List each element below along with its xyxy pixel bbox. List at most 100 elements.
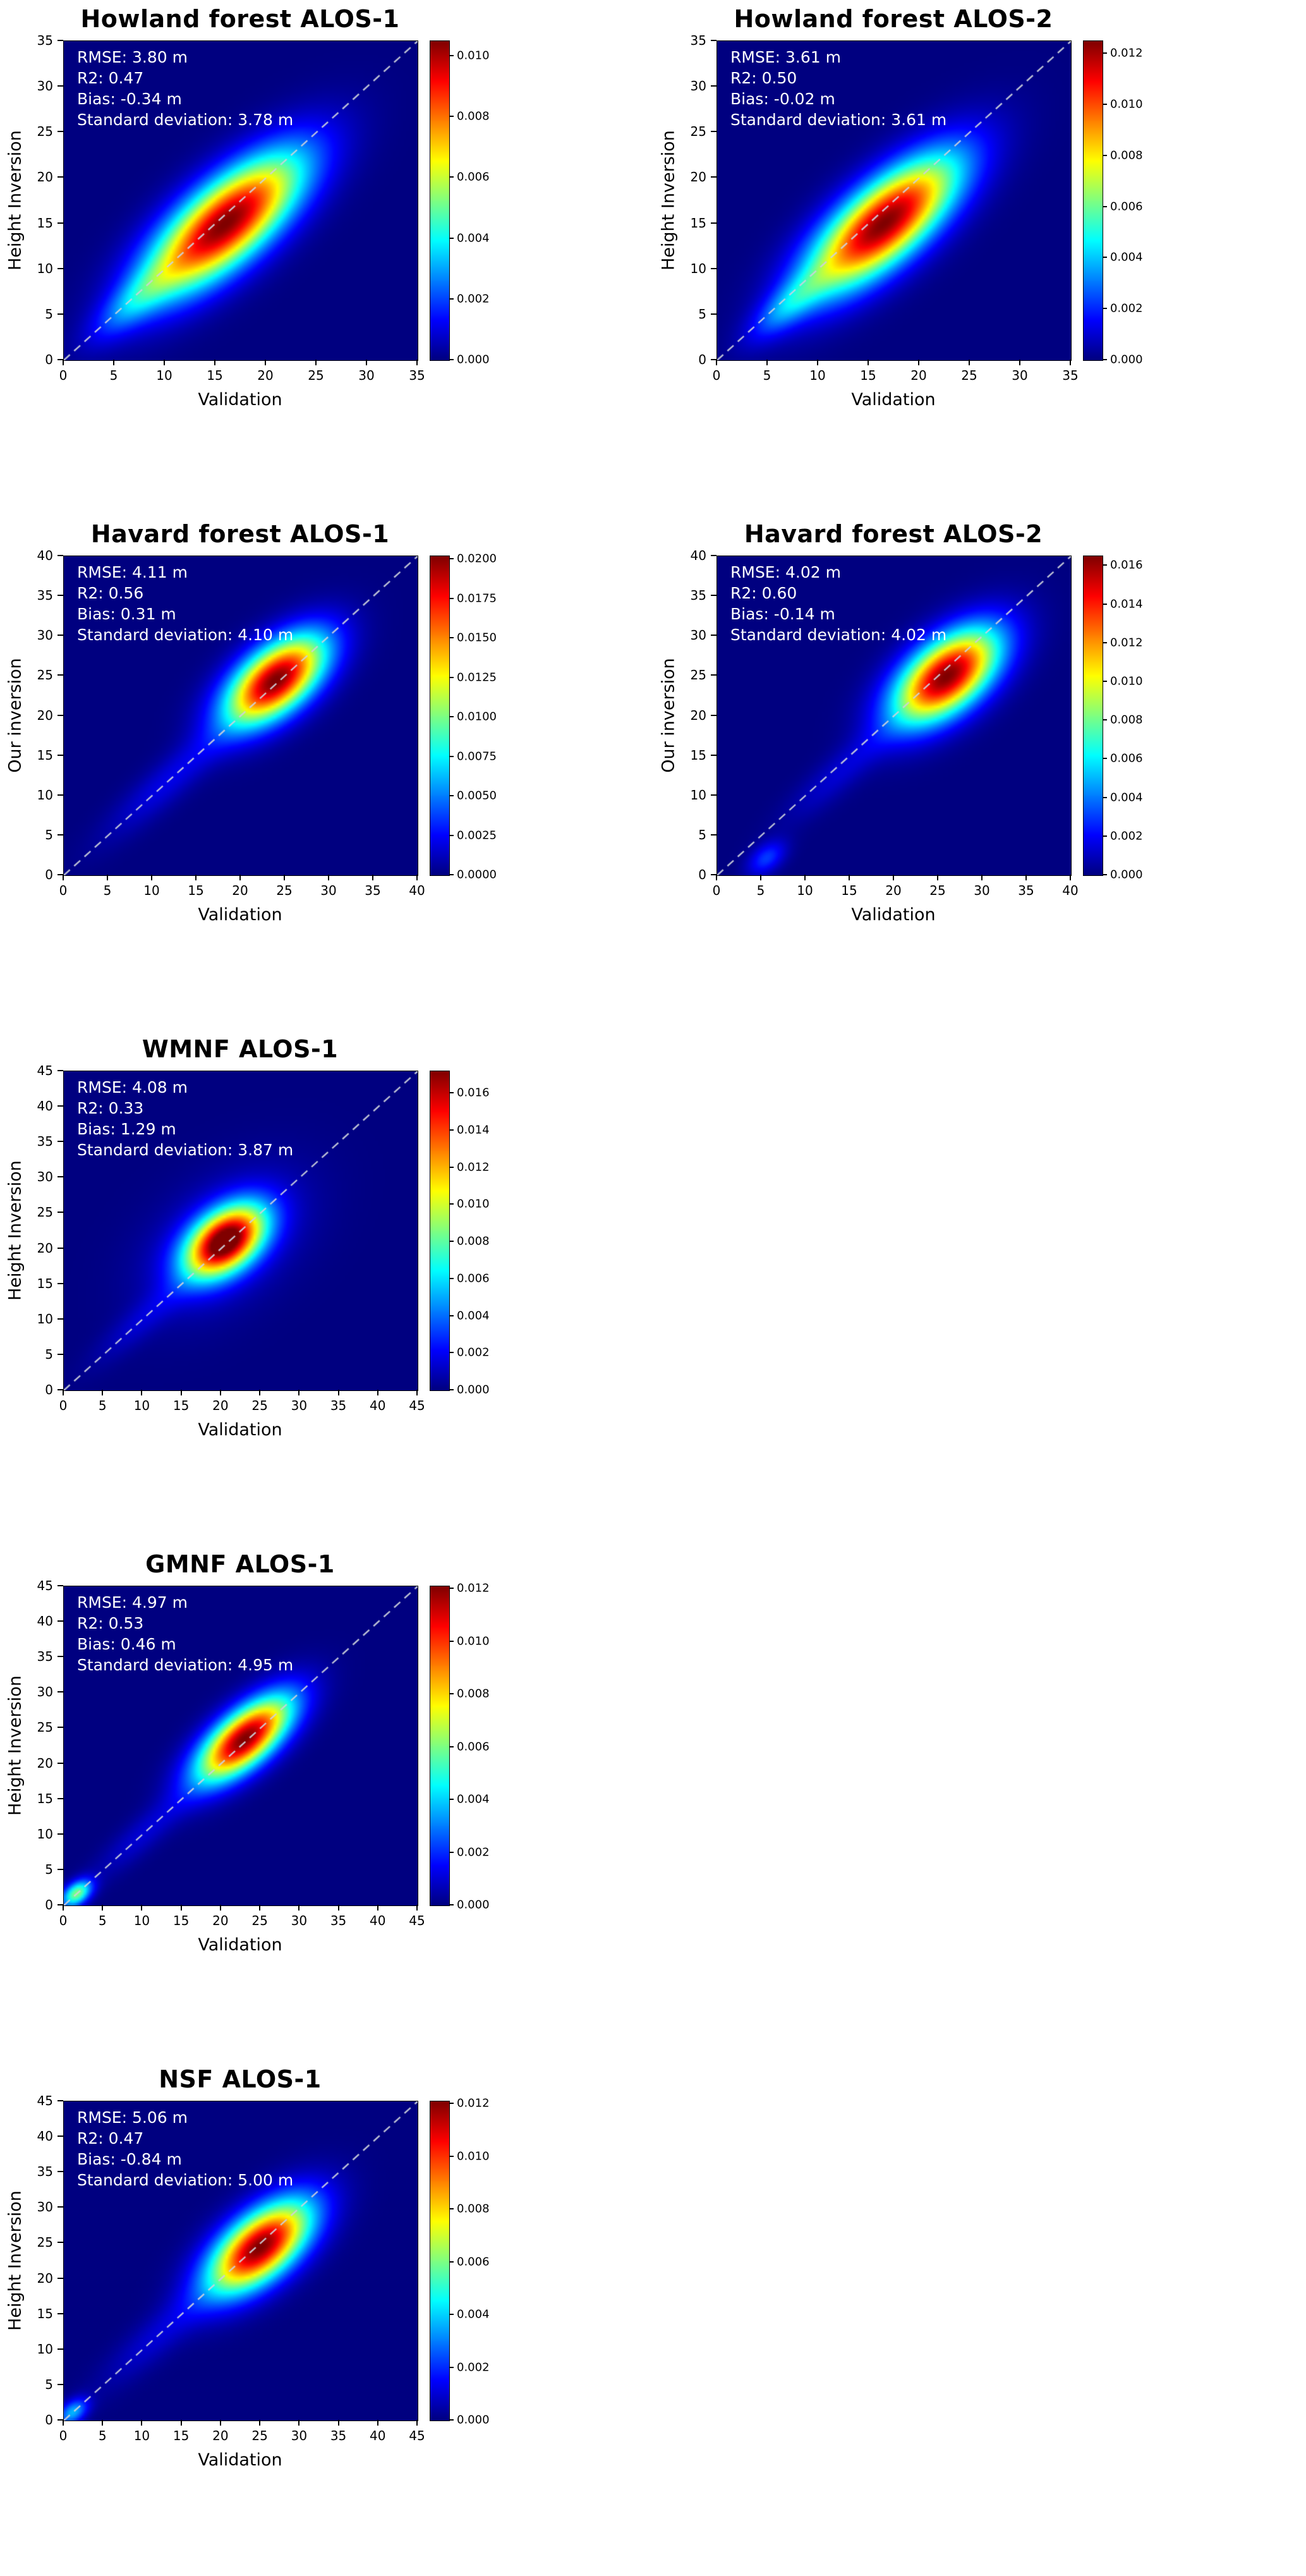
colorbar-tick-mark: [1103, 758, 1107, 760]
stats-line: Standard deviation: 4.95 m: [77, 1656, 294, 1674]
y-tick-label: 30: [37, 78, 53, 94]
colorbar: [1083, 556, 1103, 876]
y-tick-mark: [57, 1282, 63, 1284]
y-tick-mark: [57, 1212, 63, 1213]
y-tick-label: 15: [690, 747, 706, 763]
y-tick-mark: [57, 1070, 63, 1071]
y-tick-label: 20: [37, 707, 53, 723]
colorbar-tick-mark: [449, 1166, 454, 1168]
x-tick-label: 30: [1012, 368, 1028, 383]
colorbar-tick-mark: [449, 2103, 454, 2105]
x-tick-label: 30: [291, 2428, 308, 2443]
y-tick-label: 25: [37, 667, 53, 683]
stats-line: RMSE: 5.06 m: [77, 2108, 188, 2127]
stats-text-block: RMSE: 4.02 m R2: 0.60 Bias: -0.14 m Standar…: [730, 562, 946, 645]
colorbar-tick-label: 0.002: [457, 292, 490, 306]
stats-line: Standard deviation: 4.02 m: [730, 626, 947, 644]
y-tick-label: 5: [45, 827, 53, 842]
x-tick-mark: [328, 875, 329, 880]
x-tick-mark: [102, 1905, 104, 1911]
panel-title: Havard forest ALOS-1: [90, 520, 390, 548]
y-tick-mark: [57, 1691, 63, 1693]
x-tick-label: 45: [409, 1913, 425, 1928]
y-tick-label: 30: [37, 628, 53, 643]
plot-area: [63, 1071, 418, 1391]
colorbar-tick-mark: [449, 716, 454, 717]
y-tick-mark: [57, 2383, 63, 2385]
x-tick-mark: [102, 2420, 104, 2426]
y-tick-label: 35: [37, 1134, 53, 1150]
y-tick-mark: [57, 1176, 63, 1178]
y-tick-mark: [57, 674, 63, 676]
panel-havard-forest-alos-1: Havard forest ALOS-1 RMSE: 4.11 m R2: 0.56…: [0, 515, 653, 1030]
colorbar-tick-mark: [449, 795, 454, 796]
x-tick-label: 5: [763, 368, 771, 383]
y-tick-mark: [711, 794, 716, 796]
stats-line: Bias: -0.84 m: [77, 2150, 182, 2168]
colorbar-tick-mark: [449, 1389, 454, 1390]
colorbar-tick-label: 0.008: [457, 1234, 490, 1248]
y-tick-label: 25: [37, 124, 53, 140]
panel-title: NSF ALOS-1: [159, 2065, 322, 2093]
x-tick-mark: [102, 1390, 104, 1395]
colorbar-tick-label: 0.008: [1110, 713, 1143, 727]
x-tick-mark: [113, 360, 114, 365]
y-tick-label: 40: [690, 548, 706, 563]
y-tick-label: 35: [37, 588, 53, 604]
x-tick-mark: [981, 875, 983, 880]
x-tick-mark: [219, 1390, 221, 1395]
colorbar-tick-label: 0.006: [1110, 200, 1143, 214]
x-tick-mark: [766, 360, 768, 365]
colorbar-tick-mark: [449, 2314, 454, 2316]
colorbar: [430, 40, 450, 361]
colorbar-tick-mark: [449, 1352, 454, 1354]
y-tick-mark: [711, 674, 716, 676]
x-tick-mark: [164, 360, 165, 365]
panel-title: GMNF ALOS-1: [145, 1550, 335, 1578]
colorbar-tick-label: 0.004: [457, 2307, 490, 2321]
x-tick-label: 30: [358, 368, 375, 383]
colorbar-tick-label: 0.006: [457, 2255, 490, 2269]
x-tick-mark: [760, 875, 761, 880]
y-tick-label: 25: [37, 2235, 53, 2251]
y-tick-mark: [57, 1585, 63, 1586]
y-tick-label: 20: [37, 1755, 53, 1771]
y-tick-label: 10: [37, 2341, 53, 2357]
stats-line: R2: 0.47: [77, 2129, 144, 2148]
density-plot-canvas: [64, 41, 418, 360]
colorbar-tick-label: 0.010: [1110, 674, 1143, 688]
colorbar-tick-mark: [449, 1851, 454, 1853]
colorbar-canvas: [430, 1071, 449, 1390]
colorbar-tick-mark: [1103, 796, 1107, 798]
colorbar-tick-mark: [449, 1693, 454, 1695]
stats-line: RMSE: 4.97 m: [77, 1593, 188, 1612]
colorbar-tick-label: 0.0200: [457, 552, 497, 566]
y-tick-label: 5: [45, 1861, 53, 1877]
y-tick-label: 25: [690, 124, 706, 140]
stats-line: Bias: -0.34 m: [77, 90, 182, 108]
y-tick-mark: [57, 1762, 63, 1764]
y-tick-label: 35: [37, 2164, 53, 2180]
x-tick-mark: [63, 1390, 64, 1395]
y-tick-mark: [57, 1833, 63, 1835]
colorbar-tick-label: 0.002: [457, 1346, 490, 1359]
colorbar-tick-mark: [449, 2155, 454, 2157]
colorbar-tick-label: 0.0025: [457, 829, 497, 842]
y-tick-mark: [57, 2277, 63, 2279]
x-tick-mark: [377, 2420, 378, 2426]
y-tick-mark: [57, 714, 63, 716]
y-tick-mark: [711, 267, 716, 269]
colorbar-tick-mark: [1103, 641, 1107, 643]
colorbar-tick-label: 0.002: [1110, 301, 1143, 315]
colorbar-tick-mark: [449, 1799, 454, 1801]
stats-line: R2: 0.50: [730, 69, 797, 87]
x-tick-label: 0: [59, 1398, 68, 1413]
x-tick-mark: [969, 360, 970, 365]
y-tick-label: 10: [690, 787, 706, 803]
x-tick-mark: [141, 1905, 143, 1911]
colorbar-tick-label: 0.004: [457, 231, 490, 245]
stats-line: RMSE: 4.11 m: [77, 563, 188, 581]
colorbar-tick-label: 0.010: [457, 2149, 490, 2163]
stats-line: Bias: 1.29 m: [77, 1120, 176, 1138]
x-tick-label: 30: [320, 883, 337, 898]
